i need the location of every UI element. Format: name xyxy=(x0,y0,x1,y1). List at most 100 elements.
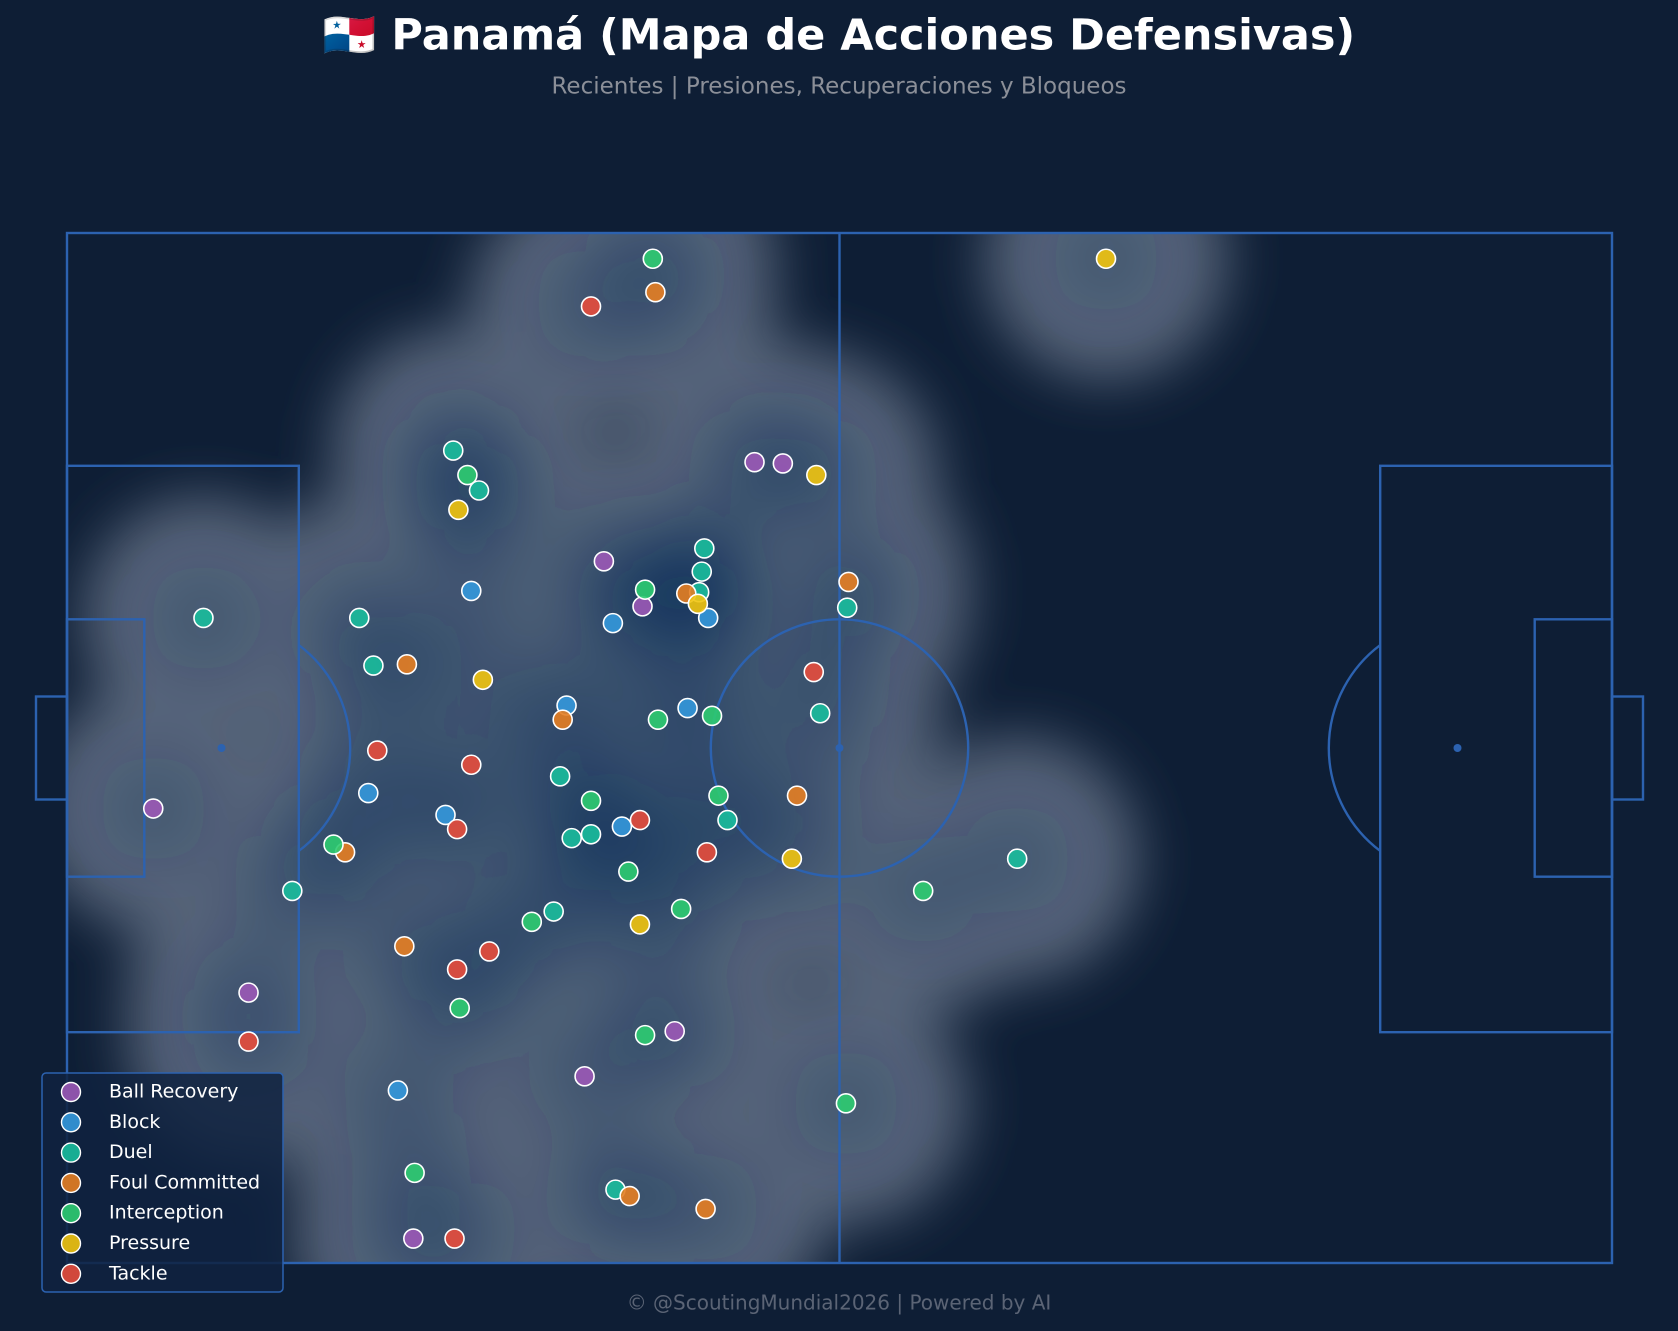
point xyxy=(647,709,669,730)
point xyxy=(193,607,214,629)
point xyxy=(543,901,564,922)
point xyxy=(574,1066,595,1087)
density-core xyxy=(1051,233,1161,314)
centre-spot xyxy=(835,744,844,752)
point xyxy=(549,766,571,787)
point xyxy=(580,823,602,845)
point xyxy=(806,464,827,486)
legend-label: Duel xyxy=(109,1141,153,1163)
legend-label: Tackle xyxy=(108,1262,168,1284)
legend-label: Block xyxy=(109,1111,160,1133)
point xyxy=(387,1080,409,1101)
point xyxy=(694,538,715,559)
point xyxy=(691,561,713,582)
legend: Ball Recovery Block Duel Foul Committed Inte… xyxy=(60,1081,260,1285)
point xyxy=(835,1093,857,1114)
legend-marker xyxy=(60,1142,82,1163)
point xyxy=(394,935,415,957)
point xyxy=(696,841,718,863)
point xyxy=(521,911,543,933)
penalty-arc xyxy=(1327,644,1381,852)
legend-label: Pressure xyxy=(109,1232,190,1254)
point xyxy=(634,1024,656,1046)
point xyxy=(786,785,808,806)
point xyxy=(803,661,825,683)
point xyxy=(442,440,464,461)
point xyxy=(580,296,602,317)
point xyxy=(472,669,494,691)
point xyxy=(460,580,482,602)
penalty-arc xyxy=(298,644,352,852)
point xyxy=(670,898,692,920)
point xyxy=(446,818,468,840)
point xyxy=(348,607,370,629)
chart-subtitle: Recientes | Presiones, Recuperaciones y … xyxy=(551,74,1126,100)
point xyxy=(366,740,388,761)
point xyxy=(618,861,639,882)
point xyxy=(435,804,456,826)
point xyxy=(446,959,468,980)
centre-circle xyxy=(709,618,970,878)
point xyxy=(468,480,490,501)
point xyxy=(448,499,469,521)
point xyxy=(602,612,624,634)
penalty-spot xyxy=(1453,744,1462,752)
point xyxy=(363,655,384,676)
point xyxy=(697,607,719,629)
point xyxy=(478,941,500,962)
point xyxy=(772,453,794,474)
point xyxy=(238,1031,259,1052)
density-core xyxy=(399,1183,510,1263)
legend-marker xyxy=(60,1233,82,1254)
point xyxy=(1006,848,1028,870)
point xyxy=(357,782,379,804)
point xyxy=(809,702,831,724)
legend-marker xyxy=(60,1112,82,1133)
goal xyxy=(34,695,69,801)
point xyxy=(444,1228,465,1249)
point xyxy=(552,709,573,730)
legend-box xyxy=(41,1072,284,1293)
legend-marker xyxy=(60,1172,82,1194)
point xyxy=(836,597,858,618)
point xyxy=(744,451,765,473)
point xyxy=(634,579,656,600)
chart-title: 🇵🇦 Panamá (Mapa de Acciones Defensivas) xyxy=(323,11,1355,61)
point xyxy=(629,914,651,935)
point xyxy=(142,798,164,819)
point xyxy=(632,596,653,617)
point xyxy=(611,816,633,837)
legend-label: Ball Recovery xyxy=(109,1081,238,1103)
point xyxy=(912,880,934,902)
point xyxy=(717,809,738,831)
penalty-spot xyxy=(217,744,226,752)
legend-marker xyxy=(60,1081,82,1103)
point xyxy=(457,464,478,486)
point xyxy=(701,705,723,727)
point xyxy=(396,654,418,675)
point xyxy=(838,571,859,593)
points xyxy=(142,248,1117,1249)
point xyxy=(282,880,303,902)
point xyxy=(449,997,470,1019)
point xyxy=(781,848,803,870)
point xyxy=(1095,248,1117,270)
legend-label: Interception xyxy=(109,1202,224,1224)
point xyxy=(323,834,344,855)
point xyxy=(708,785,729,806)
point xyxy=(593,551,615,572)
point xyxy=(404,1162,425,1184)
point xyxy=(645,281,666,303)
point xyxy=(403,1228,424,1249)
point xyxy=(677,697,698,719)
point xyxy=(561,827,583,849)
point xyxy=(695,1198,716,1220)
point xyxy=(664,1020,686,1042)
point xyxy=(629,809,651,831)
legend-marker xyxy=(60,1263,82,1285)
legend-marker xyxy=(60,1202,82,1224)
point xyxy=(238,982,259,1003)
pitch xyxy=(34,231,1645,1265)
footer: © @ScoutingMundial2026 | Powered by AI xyxy=(627,1291,1052,1315)
